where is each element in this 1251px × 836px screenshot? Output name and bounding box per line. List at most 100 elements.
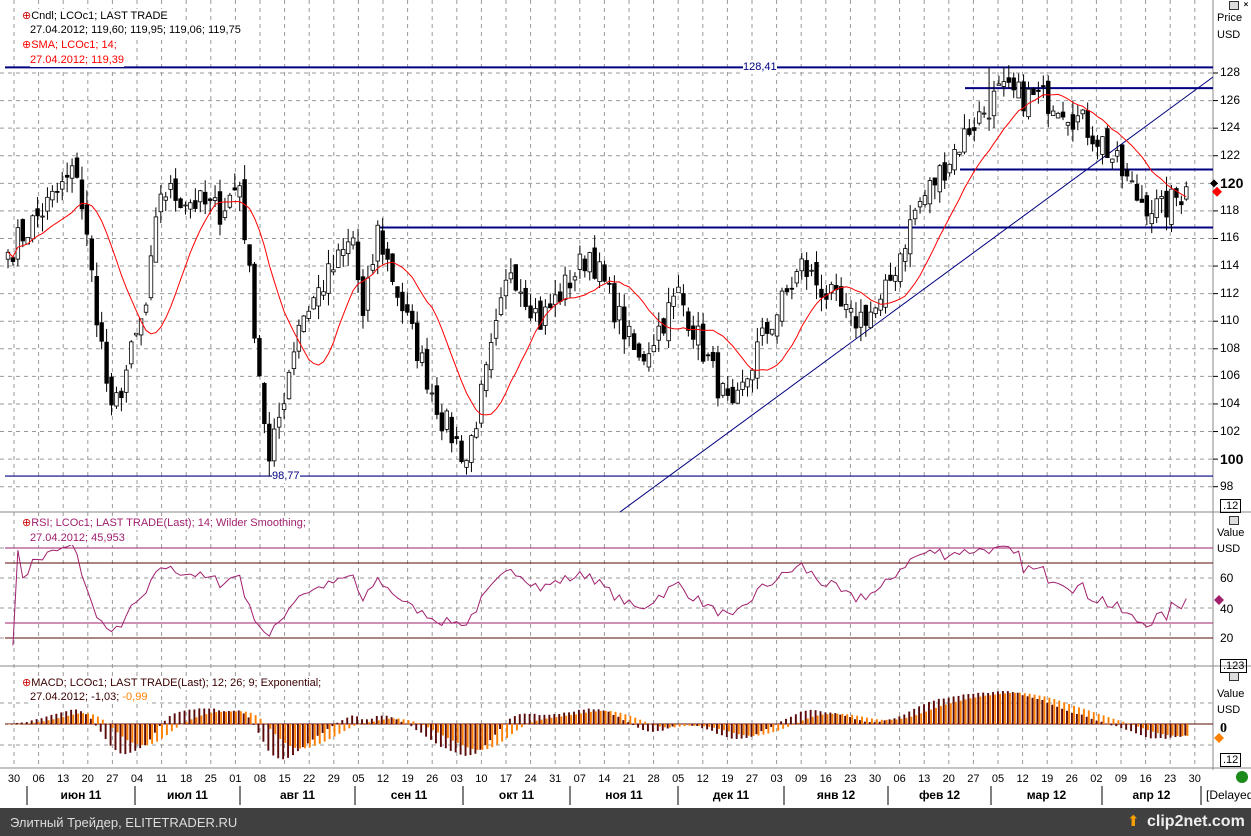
macd-bar	[504, 723, 506, 724]
signal-bar	[156, 724, 158, 742]
signal-bar	[333, 724, 336, 737]
signal-bar	[1097, 713, 1100, 724]
macd-bar	[789, 716, 792, 724]
signal-bar	[846, 714, 849, 724]
candle	[582, 258, 588, 272]
candle	[459, 440, 464, 463]
trend-line	[619, 76, 1214, 513]
macd-bar	[104, 724, 107, 739]
sma-legend-title[interactable]: ⊕SMA; LCOc1; 14;	[22, 38, 117, 52]
candle	[873, 307, 878, 314]
macd-bar	[661, 724, 664, 731]
macd-bar	[785, 718, 787, 724]
candle	[237, 185, 242, 198]
candle	[651, 345, 657, 353]
macd-bar	[1159, 724, 1162, 739]
macd-bar	[676, 724, 679, 725]
candle	[641, 353, 647, 362]
last-price-marker	[1210, 179, 1218, 188]
maximize-price-pane-button[interactable]	[1229, 1, 1239, 10]
candle-legend-title[interactable]: ⊕Cndl; LCOc1; LAST TRADE	[22, 9, 168, 23]
macd-scale-box[interactable]: .12	[1220, 753, 1242, 767]
candle	[705, 354, 711, 357]
price-scale-box[interactable]: .12	[1220, 499, 1242, 513]
close-price-pane-icon[interactable]: ×	[1243, 0, 1249, 9]
candle	[1154, 198, 1159, 219]
rsi-tick-20: 20	[1220, 631, 1234, 645]
macd-bar	[518, 714, 521, 724]
signal-bar	[851, 714, 854, 724]
macd-bar	[311, 724, 314, 740]
candle	[533, 308, 538, 314]
signal-bar	[141, 724, 144, 746]
candle	[893, 275, 898, 282]
macd-bar	[218, 710, 220, 724]
macd-bar	[292, 724, 294, 756]
macd-bar	[227, 711, 230, 724]
date-tick: 24	[524, 773, 537, 785]
chart-canvas[interactable]	[0, 0, 1251, 808]
date-tick: 19	[1041, 773, 1054, 785]
signal-bar	[959, 700, 962, 724]
signal-bar	[432, 724, 435, 730]
maximize-rsi-pane-button[interactable]	[1229, 516, 1239, 525]
macd-legend-title[interactable]: ⊕MACD; LCOc1; LAST TRADE(Last); 12; 26; …	[22, 676, 322, 690]
candle	[316, 287, 321, 307]
macd-bar	[306, 724, 309, 744]
macd-bar	[893, 718, 896, 724]
candle	[888, 274, 893, 281]
candle	[493, 320, 499, 339]
candle	[631, 333, 637, 350]
signal-bar	[984, 695, 987, 724]
signal-bar	[116, 724, 119, 733]
signal-bar	[895, 719, 898, 724]
signal-bar	[1147, 724, 1149, 731]
signal-bar	[299, 724, 301, 749]
macd-bar	[913, 708, 916, 724]
macd-bar	[489, 724, 492, 741]
candle	[94, 276, 99, 326]
candle	[1085, 110, 1090, 138]
candle	[720, 383, 726, 396]
macd-legend-values: 27.04.2012; -1,03; -0,99	[30, 690, 148, 704]
rsi-scale-box[interactable]: .123	[1220, 659, 1248, 673]
macd-bar	[1135, 724, 1137, 734]
candle	[272, 428, 277, 462]
signal-bar	[363, 722, 366, 724]
macd-bar	[1016, 692, 1019, 724]
macd-bar	[740, 724, 743, 739]
candle	[691, 325, 696, 340]
candle	[700, 323, 706, 362]
candle	[1115, 150, 1120, 157]
candle	[735, 389, 740, 404]
macd-bar	[1021, 695, 1024, 724]
signal-bar	[1127, 723, 1130, 724]
candle	[1110, 158, 1115, 163]
candle	[1159, 196, 1164, 199]
price-tick: 110	[1220, 313, 1240, 328]
rsi-legend-title[interactable]: ⊕RSI; LCOc1; LAST TRADE(Last); 14; Wilde…	[22, 516, 306, 530]
candle	[419, 352, 425, 363]
candle	[390, 253, 395, 283]
maximize-macd-pane-button[interactable]	[1229, 672, 1239, 681]
macd-bar	[725, 724, 728, 737]
macd-axis-label: Value	[1217, 688, 1245, 700]
signal-bar	[323, 724, 326, 742]
macd-bar	[1070, 712, 1073, 724]
signal-bar	[782, 724, 785, 729]
macd-signal-value: -0,99	[122, 691, 148, 703]
signal-bar	[644, 721, 647, 724]
price-tick: 122	[1220, 147, 1241, 162]
candle	[336, 249, 341, 268]
candle	[636, 343, 642, 358]
macd-bar	[1110, 724, 1113, 726]
macd-bar	[794, 714, 797, 724]
date-tick: 03	[770, 773, 783, 785]
macd-bar	[716, 724, 718, 734]
signal-bar	[1073, 705, 1075, 724]
date-tick: 19	[721, 773, 734, 785]
candle	[79, 179, 85, 210]
signal-bar	[121, 724, 124, 737]
candle	[232, 187, 237, 191]
macd-bar	[1125, 724, 1128, 730]
